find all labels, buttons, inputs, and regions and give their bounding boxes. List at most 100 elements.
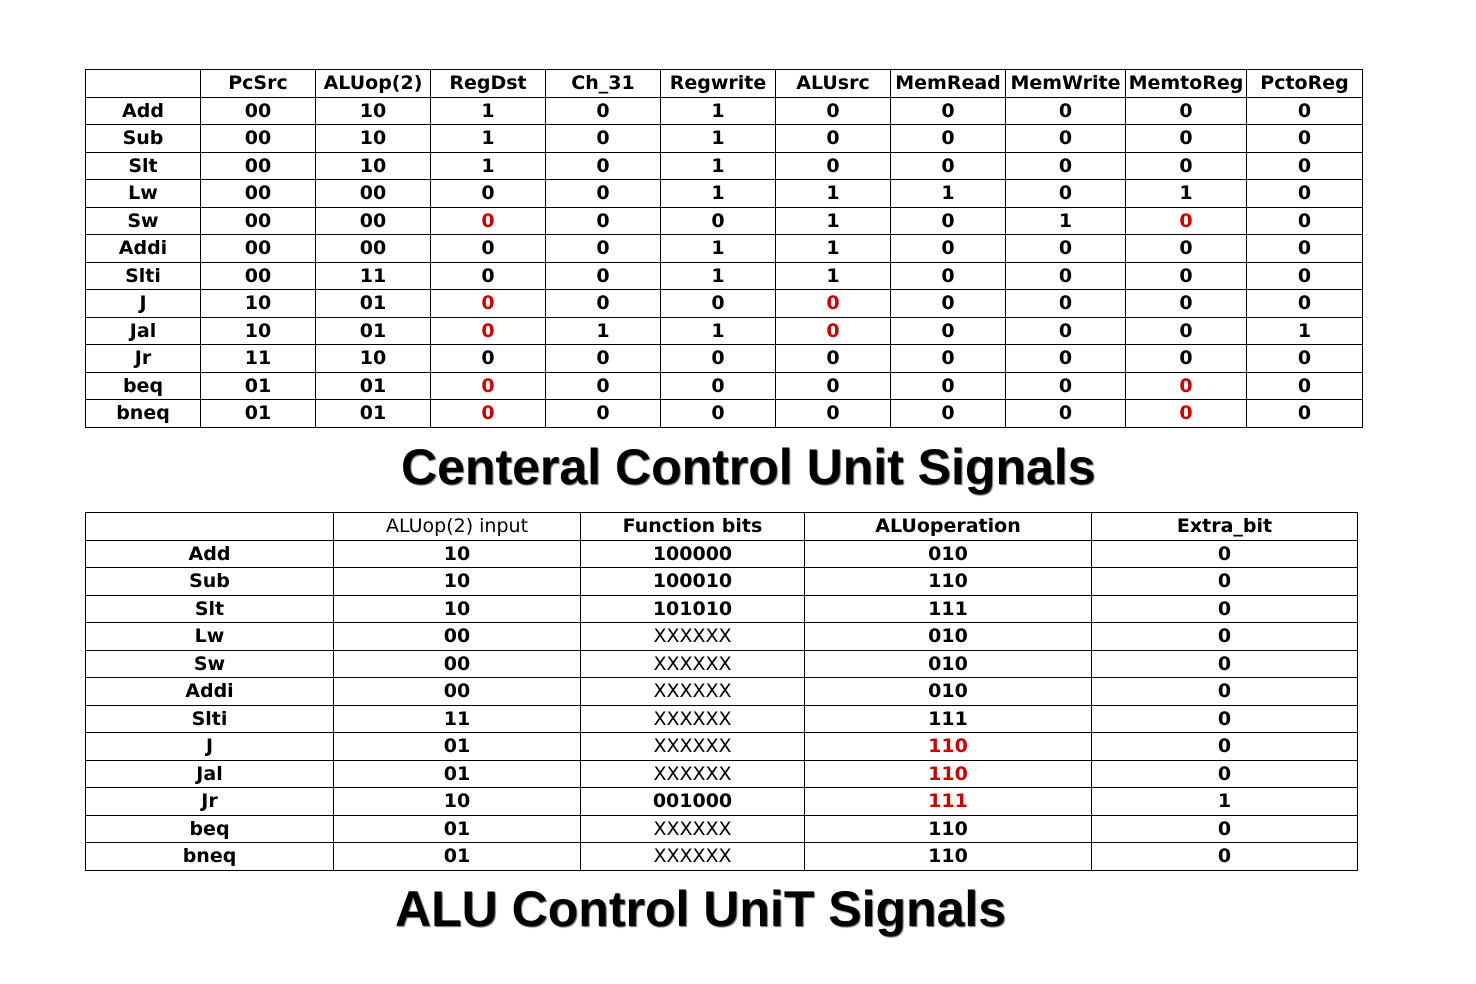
signal-cell: 111 xyxy=(804,787,1092,816)
signal-cell: 11 xyxy=(200,344,316,373)
signal-cell: 0 xyxy=(890,261,1006,290)
signal-cell: 0 xyxy=(1246,96,1363,125)
table-row: Add 10 100000 010 0 xyxy=(85,539,1358,568)
signal-cell: 0 xyxy=(890,289,1006,318)
signal-cell: 0 xyxy=(1091,704,1358,733)
signal-cell: 0 xyxy=(1091,567,1358,596)
table-row: Jr 10 001000 111 1 xyxy=(85,787,1358,816)
signal-cell: 0 xyxy=(890,316,1006,345)
signal-cell: 0 xyxy=(1005,124,1126,153)
table-row: bneq 01 01 0 0 0 0 0 0 0 0 xyxy=(85,399,1363,428)
column-header: PcSrc xyxy=(200,69,316,98)
row-label: Add xyxy=(85,539,334,568)
central-control-unit-table: PcSrc ALUop(2) RegDst Ch_31 Regwrite ALUsrc Me… xyxy=(85,69,1363,428)
signal-cell: 0 xyxy=(1246,371,1363,400)
signal-cell: 0 xyxy=(1246,179,1363,208)
signal-cell: 0 xyxy=(1125,151,1247,180)
signal-cell: 010 xyxy=(804,677,1092,706)
signal-cell: 0 xyxy=(1091,594,1358,623)
signal-cell: 0 xyxy=(890,96,1006,125)
signal-cell: 00 xyxy=(200,206,316,235)
signal-cell: 111 xyxy=(804,704,1092,733)
signal-cell: 0 xyxy=(1091,649,1358,678)
signal-cell: 0 xyxy=(1091,622,1358,651)
signal-cell: 0 xyxy=(1005,151,1126,180)
row-label: Lw xyxy=(85,622,334,651)
signal-cell: 01 xyxy=(333,759,581,788)
table-row: beq 01 XXXXXX 110 0 xyxy=(85,814,1358,843)
signal-cell: 10 xyxy=(200,316,316,345)
signal-cell: 0 xyxy=(660,206,776,235)
signal-cell: 11 xyxy=(333,704,581,733)
signal-cell: 1 xyxy=(1091,787,1358,816)
table-row: beq 01 01 0 0 0 0 0 0 0 0 xyxy=(85,371,1363,400)
signal-cell: 0 xyxy=(660,289,776,318)
signal-cell: 0 xyxy=(1246,261,1363,290)
signal-cell: 1 xyxy=(660,316,776,345)
signal-cell: 0 xyxy=(890,234,1006,263)
signal-cell: 01 xyxy=(333,732,581,761)
signal-cell: 0 xyxy=(775,344,891,373)
signal-cell: 110 xyxy=(804,842,1092,871)
signal-cell: 0 xyxy=(1091,677,1358,706)
signal-cell: 0 xyxy=(545,261,661,290)
signal-cell: 0 xyxy=(890,151,1006,180)
signal-cell: 00 xyxy=(200,179,316,208)
row-label: Add xyxy=(85,96,201,125)
signal-cell: 0 xyxy=(430,344,546,373)
signal-cell: 0 xyxy=(430,261,546,290)
table-row: J 10 01 0 0 0 0 0 0 0 0 xyxy=(85,289,1363,318)
table-row: Slt 10 101010 111 0 xyxy=(85,594,1358,623)
signal-cell: 0 xyxy=(660,344,776,373)
signal-cell: 110 xyxy=(804,759,1092,788)
signal-cell: 1 xyxy=(775,261,891,290)
signal-cell: 01 xyxy=(333,814,581,843)
table-row: Sw 00 XXXXXX 010 0 xyxy=(85,649,1358,678)
signal-cell: 0 xyxy=(1246,399,1363,428)
signal-cell: 010 xyxy=(804,649,1092,678)
signal-cell: 0 xyxy=(890,124,1006,153)
signal-cell: 0 xyxy=(775,124,891,153)
signal-cell: 11 xyxy=(315,261,431,290)
row-label: Addi xyxy=(85,677,334,706)
signal-cell: 0 xyxy=(1246,344,1363,373)
signal-cell: 0 xyxy=(545,371,661,400)
signal-cell: 0 xyxy=(1091,759,1358,788)
header-row: ALUop(2) input Function bits ALUoperation E… xyxy=(85,512,1358,541)
column-header: ALUoperation xyxy=(804,512,1092,541)
signal-cell: 0 xyxy=(1005,371,1126,400)
signal-cell: 0 xyxy=(430,399,546,428)
signal-cell: 0 xyxy=(1005,96,1126,125)
signal-cell: 0 xyxy=(660,371,776,400)
signal-cell: 1 xyxy=(430,96,546,125)
signal-cell: 00 xyxy=(200,124,316,153)
row-label: beq xyxy=(85,814,334,843)
table-row: Sw 00 00 0 0 0 1 0 1 0 0 xyxy=(85,206,1363,235)
table-row: Addi 00 XXXXXX 010 0 xyxy=(85,677,1358,706)
signal-cell: XXXXXX xyxy=(580,704,805,733)
signal-cell: 0 xyxy=(1005,289,1126,318)
signal-cell: 0 xyxy=(1005,234,1126,263)
table-row: Jr 11 10 0 0 0 0 0 0 0 0 xyxy=(85,344,1363,373)
table-row: Lw 00 00 0 0 1 1 1 0 1 0 xyxy=(85,179,1363,208)
row-label: Jal xyxy=(85,316,201,345)
row-label: J xyxy=(85,289,201,318)
signal-cell: 0 xyxy=(1005,316,1126,345)
signal-cell: 01 xyxy=(333,842,581,871)
signal-cell: 100010 xyxy=(580,567,805,596)
column-header: RegDst xyxy=(430,69,546,98)
signal-cell: 0 xyxy=(1125,206,1247,235)
alu-control-unit-table: ALUop(2) input Function bits ALUoperation E… xyxy=(85,512,1358,871)
signal-cell: 0 xyxy=(545,179,661,208)
signal-cell: 1 xyxy=(660,261,776,290)
column-header: PctoReg xyxy=(1246,69,1363,98)
signal-cell: 10 xyxy=(315,124,431,153)
signal-cell: 0 xyxy=(1246,206,1363,235)
signal-cell: 0 xyxy=(1125,96,1247,125)
table-row: Addi 00 00 0 0 1 1 0 0 0 0 xyxy=(85,234,1363,263)
signal-cell: 10 xyxy=(315,344,431,373)
signal-cell: 0 xyxy=(430,206,546,235)
signal-cell: 00 xyxy=(315,179,431,208)
signal-cell: XXXXXX xyxy=(580,759,805,788)
